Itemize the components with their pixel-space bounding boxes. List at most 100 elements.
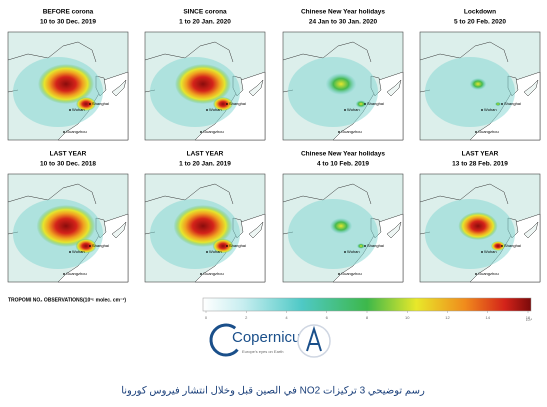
city-dot	[89, 103, 91, 105]
colorbar-label: TROPOMI NO₂ OBSERVATIONS(10¹⁵ molec. cm⁻…	[8, 297, 126, 303]
colorbar-tick-label: 4	[285, 315, 288, 320]
panel-title: BEFORE corona	[43, 9, 94, 16]
colorbar-tick-label: 6	[326, 315, 329, 320]
city-label: Shanghai	[229, 101, 246, 106]
panel-title: 4 to 10 Feb. 2019	[317, 161, 369, 168]
city-label: Wuhan	[347, 249, 360, 254]
map-hotspot	[75, 238, 97, 254]
logo-badge	[297, 324, 331, 358]
city-dot	[501, 103, 503, 105]
map: Wuhan Shanghai Guangzhou	[419, 173, 541, 283]
city-label: Shanghai	[92, 243, 109, 248]
map-japan	[248, 221, 264, 239]
map-background	[288, 199, 378, 269]
map-hotspot	[469, 78, 487, 90]
caption: رسم توضيحي 3 تركيزات NO2 في الصين قبل وخ…	[121, 386, 425, 397]
city-label: Guangzhou	[341, 129, 362, 134]
city-dot	[344, 109, 346, 111]
panel-title: 10 to 30 Dec. 2019	[40, 19, 96, 26]
city-label: Wuhan	[72, 249, 85, 254]
map-japan	[386, 221, 402, 239]
panel-title: LAST YEAR	[50, 151, 87, 158]
colorbar-tick-label: 8	[366, 315, 369, 320]
panel-title: 1 to 20 Jan. 2019	[179, 161, 231, 168]
map-background	[425, 57, 515, 127]
colorbar-tick-label: 16	[526, 315, 531, 320]
city-label: Wuhan	[347, 107, 360, 112]
map-hotspot	[38, 64, 94, 104]
city-label: Shanghai	[92, 101, 109, 106]
city-dot	[364, 245, 366, 247]
map-hotspot	[325, 73, 357, 95]
city-label: Guangzhou	[203, 271, 224, 276]
map: Wuhan Shanghai Guangzhou	[282, 31, 404, 141]
city-dot	[501, 245, 503, 247]
city-dot	[200, 273, 202, 275]
city-dot	[63, 131, 65, 133]
map-hotspot	[458, 212, 498, 240]
city-dot	[364, 103, 366, 105]
city-label: Wuhan	[209, 249, 222, 254]
map-japan	[111, 221, 127, 239]
city-dot	[206, 251, 208, 253]
city-dot	[226, 103, 228, 105]
map: Wuhan Shanghai Guangzhou	[144, 31, 266, 141]
city-dot	[200, 131, 202, 133]
city-dot	[69, 251, 71, 253]
city-dot	[338, 131, 340, 133]
map-hotspot	[355, 100, 367, 108]
city-label: Shanghai	[504, 101, 521, 106]
panel-title: Lockdown	[464, 9, 496, 16]
city-label: Guangzhou	[203, 129, 224, 134]
city-dot	[481, 109, 483, 111]
city-label: Wuhan	[72, 107, 85, 112]
panel-title: SINCE corona	[183, 9, 227, 16]
map-hotspot	[76, 97, 96, 111]
colorbar-tick-label: 0	[205, 315, 208, 320]
city-label: Wuhan	[484, 107, 497, 112]
panel-title: LAST YEAR	[187, 151, 224, 158]
city-label: Wuhan	[484, 249, 497, 254]
map-hotspot	[173, 205, 233, 247]
city-dot	[344, 251, 346, 253]
logo-ring	[209, 323, 243, 357]
logo-mark	[306, 325, 322, 352]
map-hotspot	[491, 241, 505, 251]
map-japan	[248, 79, 264, 97]
city-label: Shanghai	[367, 101, 384, 106]
city-label: Guangzhou	[341, 271, 362, 276]
map-hotspot	[175, 64, 231, 104]
panel-title: 5 to 20 Feb. 2020	[454, 19, 506, 26]
colorbar-tick-label: 12	[445, 315, 450, 320]
map-japan	[111, 79, 127, 97]
map-japan	[523, 221, 539, 239]
map-hotspot	[212, 238, 234, 254]
colorbar-tick-label: 14	[486, 315, 491, 320]
colorbar	[202, 297, 532, 312]
panel-title: 24 Jan to 30 Jan. 2020	[309, 19, 378, 26]
panel-title: 13 to 28 Feb. 2019	[452, 161, 508, 168]
colorbar-tick-label: 10	[405, 315, 410, 320]
colorbar-tick-label: 2	[245, 315, 248, 320]
city-dot	[338, 273, 340, 275]
logo-tagline: Europe's eyes on Earth	[242, 349, 283, 354]
city-dot	[69, 109, 71, 111]
map-hotspot	[495, 101, 501, 107]
map: Wuhan Shanghai Guangzhou	[282, 173, 404, 283]
city-label: Shanghai	[229, 243, 246, 248]
logo-name: Copernicus	[232, 329, 308, 346]
city-label: Wuhan	[209, 107, 222, 112]
panel-title: Chinese New Year holidays	[301, 151, 385, 158]
map-hotspot	[213, 97, 233, 111]
map-japan	[523, 79, 539, 97]
panel-title: 1 to 20 Jan. 2020	[179, 19, 231, 26]
city-label: Guangzhou	[66, 129, 87, 134]
city-dot	[63, 273, 65, 275]
map-japan	[386, 79, 402, 97]
panel-title: 10 to 30 Dec. 2018	[40, 161, 96, 168]
city-dot	[481, 251, 483, 253]
city-dot	[475, 131, 477, 133]
city-dot	[206, 109, 208, 111]
city-label: Guangzhou	[478, 129, 499, 134]
